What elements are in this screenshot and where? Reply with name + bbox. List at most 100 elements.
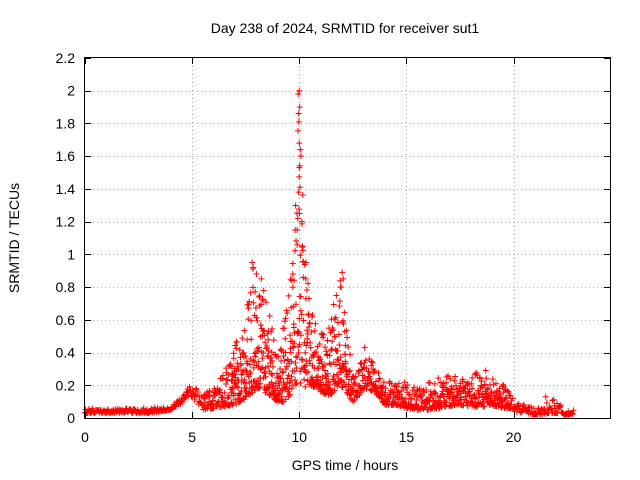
- data-point: [233, 339, 240, 346]
- data-point: [507, 401, 514, 408]
- y-tick-label: 0.6: [56, 312, 76, 328]
- data-point: [286, 391, 293, 398]
- data-point: [288, 277, 295, 284]
- data-point: [233, 345, 240, 352]
- data-point: [284, 380, 291, 387]
- data-point: [295, 328, 302, 335]
- data-point: [550, 396, 557, 403]
- data-point: [357, 390, 364, 397]
- data-point: [305, 280, 312, 287]
- y-tick-label: 0.4: [56, 345, 76, 361]
- data-point: [322, 344, 329, 351]
- data-point: [230, 355, 237, 362]
- data-point: [263, 299, 270, 306]
- data-point: [447, 375, 454, 382]
- data-point: [368, 387, 375, 394]
- data-point: [503, 394, 510, 401]
- data-point: [269, 363, 276, 370]
- data-point: [500, 383, 507, 390]
- data-point: [288, 358, 295, 365]
- data-point: [404, 381, 411, 388]
- data-point: [299, 192, 306, 199]
- data-point: [333, 292, 340, 299]
- data-point: [443, 399, 450, 406]
- data-point: [284, 356, 291, 363]
- data-point: [194, 388, 201, 395]
- data-point: [285, 372, 292, 379]
- data-point: [299, 243, 306, 250]
- data-point: [336, 342, 343, 349]
- data-point: [270, 337, 277, 344]
- data-point: [280, 352, 287, 359]
- data-point: [396, 391, 403, 398]
- data-point: [227, 361, 234, 368]
- y-tick-label: 0: [67, 410, 75, 426]
- data-point: [284, 310, 291, 317]
- data-point: [261, 332, 268, 339]
- data-point: [288, 373, 295, 380]
- data-point: [292, 202, 299, 209]
- data-point: [376, 375, 383, 382]
- data-point: [198, 400, 205, 407]
- data-point: [323, 348, 330, 355]
- y-axis: 0 0.2 0.4 0.6 0.8 1 1.2 1.4 1.6 1.8 2 2.2: [56, 50, 610, 426]
- data-point: [297, 380, 304, 387]
- data-point: [300, 317, 307, 324]
- data-point: [447, 390, 454, 397]
- data-point: [284, 375, 291, 382]
- data-point: [329, 338, 336, 345]
- data-point: [307, 339, 314, 346]
- data-point: [253, 271, 260, 277]
- data-point: [460, 402, 467, 409]
- data-point: [335, 357, 342, 364]
- data-point: [302, 349, 309, 356]
- data-point: [339, 269, 346, 276]
- data-point: [542, 393, 549, 400]
- data-point: [243, 385, 250, 392]
- data-point: [311, 349, 318, 356]
- data-point: [319, 334, 326, 341]
- data-point: [86, 405, 93, 412]
- data-point: [395, 388, 402, 395]
- data-point: [297, 252, 304, 259]
- data-point: [302, 259, 309, 266]
- data-point: [297, 146, 304, 153]
- x-axis: 0 5 10 15 20: [81, 58, 522, 445]
- data-point: [302, 275, 309, 282]
- data-point: [320, 331, 327, 338]
- data-point: [268, 349, 275, 356]
- y-tick-label: 1: [67, 246, 75, 262]
- data-point: [291, 329, 298, 336]
- data-point: [326, 352, 333, 359]
- data-point: [228, 377, 235, 384]
- data-point: [291, 368, 298, 375]
- data-point: [296, 210, 303, 217]
- data-point: [235, 384, 242, 391]
- data-point: [324, 337, 331, 344]
- data-point: [254, 317, 261, 324]
- data-point: [296, 173, 303, 180]
- data-point: [439, 388, 446, 395]
- data-point: [234, 360, 241, 367]
- x-tick-label: 0: [81, 429, 89, 445]
- data-point: [425, 397, 432, 404]
- data-point: [261, 369, 268, 376]
- data-point: [262, 339, 269, 346]
- data-point: [252, 304, 259, 311]
- data-point: [269, 372, 276, 379]
- data-point: [287, 332, 294, 339]
- data-point: [362, 357, 369, 364]
- data-point: [232, 342, 239, 349]
- data-point: [296, 184, 303, 191]
- data-point: [435, 375, 442, 382]
- data-point: [305, 323, 312, 330]
- data-point: [274, 385, 281, 392]
- data-point: [292, 353, 299, 360]
- y-tick-label: 1.2: [56, 214, 76, 230]
- data-point: [282, 335, 289, 342]
- data-point: [257, 380, 264, 387]
- data-point: [334, 371, 341, 378]
- data-point: [520, 402, 527, 409]
- data-point: [280, 379, 287, 386]
- data-point: [351, 381, 358, 388]
